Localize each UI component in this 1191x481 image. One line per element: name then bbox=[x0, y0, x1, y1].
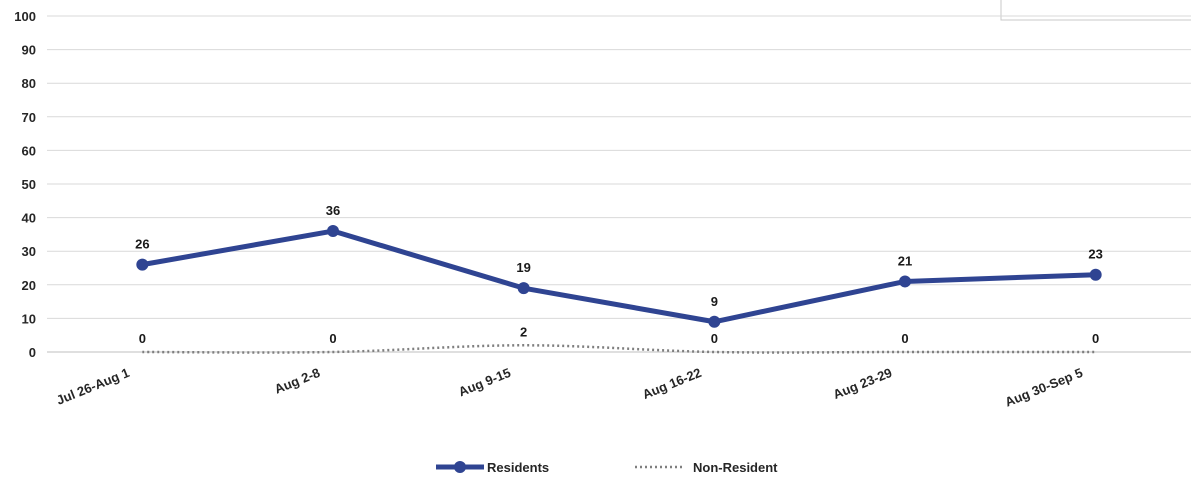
data-label-residents: 23 bbox=[1088, 247, 1102, 262]
y-tick-label: 10 bbox=[22, 311, 36, 326]
legend-label-residents: Residents bbox=[487, 460, 549, 475]
y-tick-label: 50 bbox=[22, 177, 36, 192]
data-label-non-resident: 0 bbox=[139, 331, 146, 346]
y-tick-label: 70 bbox=[22, 110, 36, 125]
data-label-residents: 26 bbox=[135, 237, 149, 252]
data-point-residents bbox=[899, 275, 911, 288]
legend: Residents Non-Resident bbox=[436, 460, 778, 475]
gridlines bbox=[47, 15, 1191, 353]
series-line-residents bbox=[141, 228, 1096, 325]
data-label-non-resident: 2 bbox=[520, 324, 527, 339]
data-point-residents bbox=[136, 258, 149, 271]
y-tick-label: 80 bbox=[22, 76, 36, 91]
data-point-residents bbox=[708, 315, 721, 328]
legend-marker-residents bbox=[454, 461, 466, 473]
y-tick-label: 30 bbox=[22, 244, 36, 259]
x-axis: Jul 26-Aug 1 Aug 2-8 Aug 9-15 Aug 16-22 Aug … bbox=[54, 365, 1085, 410]
data-label-non-resident: 0 bbox=[1092, 331, 1099, 346]
x-tick-label: Aug 16-22 bbox=[640, 365, 703, 402]
data-point-residents bbox=[327, 225, 339, 238]
series-group bbox=[136, 225, 1102, 354]
data-label-non-resident: 0 bbox=[711, 331, 718, 346]
x-tick-label: Aug 2-8 bbox=[272, 365, 322, 397]
y-tick-label: 40 bbox=[22, 211, 36, 226]
data-label-residents: 21 bbox=[898, 253, 912, 268]
data-label-residents: 19 bbox=[516, 260, 530, 275]
y-tick-label: 60 bbox=[22, 143, 36, 158]
data-label-non-resident: 0 bbox=[329, 331, 336, 346]
data-label-residents: 9 bbox=[711, 294, 718, 309]
y-axis: 0 10 20 30 40 50 60 70 80 90 100 bbox=[14, 9, 36, 360]
data-point-residents bbox=[1089, 268, 1102, 281]
legend-label-non-resident: Non-Resident bbox=[693, 460, 778, 475]
y-tick-label: 0 bbox=[29, 345, 36, 360]
data-point-residents bbox=[517, 282, 530, 295]
data-label-non-resident: 0 bbox=[901, 331, 908, 346]
x-tick-label: Aug 9-15 bbox=[456, 365, 513, 399]
data-labels: 26 36 19 9 21 23 0 0 2 0 0 0 bbox=[135, 203, 1103, 346]
x-tick-label: Aug 23-29 bbox=[831, 365, 894, 402]
data-label-residents: 36 bbox=[326, 203, 340, 218]
legend-box-fragment bbox=[1000, 0, 1191, 21]
series-line-non-resident bbox=[142, 344, 1096, 354]
y-tick-label: 100 bbox=[14, 9, 36, 24]
y-tick-label: 90 bbox=[22, 43, 36, 58]
y-tick-label: 20 bbox=[22, 278, 36, 293]
x-tick-label: Jul 26-Aug 1 bbox=[54, 365, 131, 408]
x-tick-label: Aug 30-Sep 5 bbox=[1003, 365, 1085, 410]
